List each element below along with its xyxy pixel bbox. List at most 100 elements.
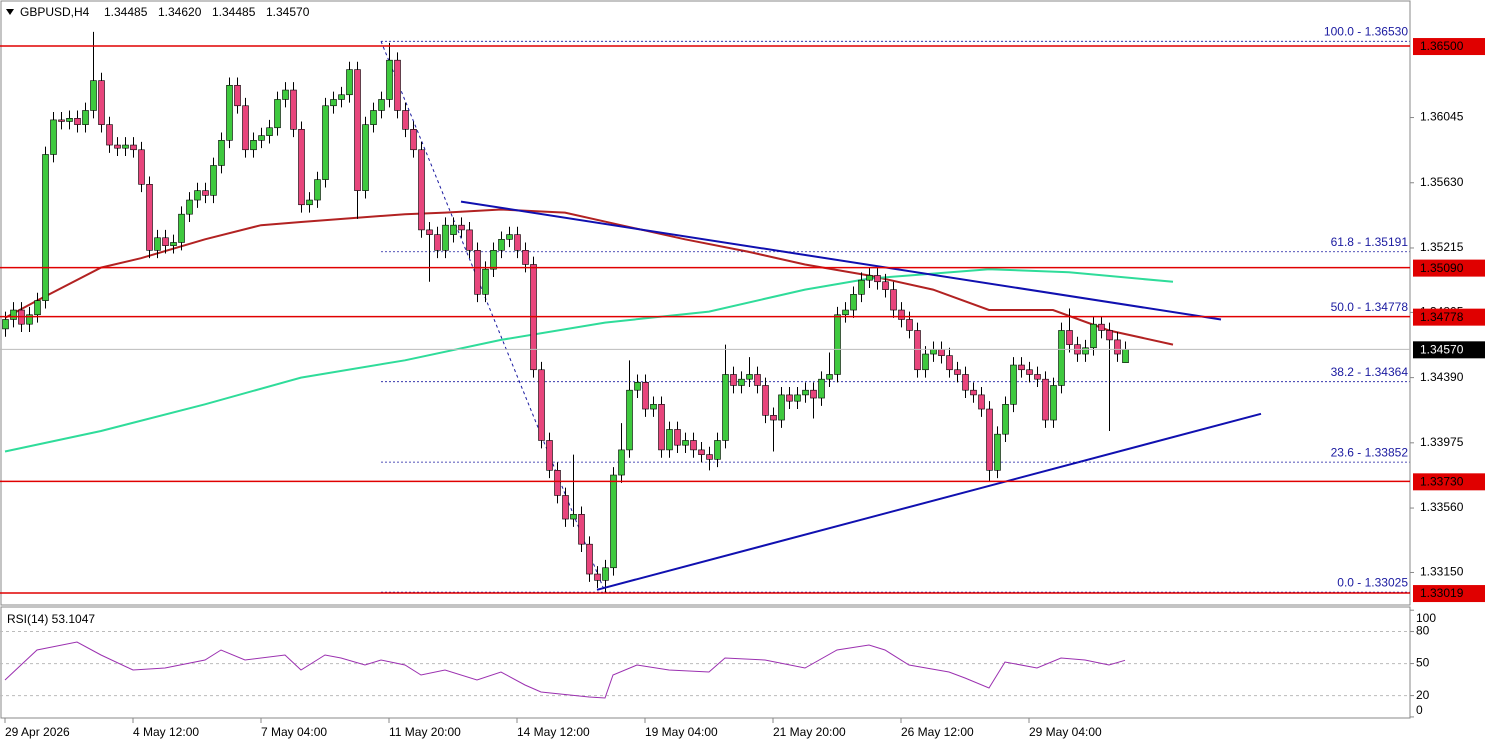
candle-body — [730, 374, 737, 386]
level-label: 1.36500 — [1420, 39, 1464, 53]
candle-body — [874, 275, 881, 283]
candle-body — [802, 389, 809, 396]
x-tick-label: 14 May 12:00 — [517, 725, 590, 739]
candle-body — [634, 382, 641, 391]
candle-body — [250, 140, 257, 151]
candle-body — [170, 242, 177, 246]
fib-label: 61.8 - 1.35191 — [1331, 235, 1409, 249]
candle-body — [706, 454, 713, 460]
candle-body — [386, 59, 393, 100]
candle-body — [90, 80, 97, 111]
candle-body — [266, 127, 273, 136]
candle-body — [714, 440, 721, 460]
candle-body — [1026, 369, 1033, 375]
candle-body — [218, 140, 225, 166]
candle-body — [650, 404, 657, 410]
candle-body — [210, 165, 217, 196]
candle-body — [330, 99, 337, 107]
rsi-title: RSI(14) 53.1047 — [7, 612, 95, 626]
candle-body — [794, 394, 801, 402]
collapse-triangle[interactable] — [6, 9, 14, 15]
x-tick-label: 11 May 20:00 — [389, 725, 461, 739]
candle-body — [66, 118, 73, 122]
candle-body — [474, 250, 481, 295]
candle-body — [594, 573, 601, 581]
trendline — [596, 412, 1262, 591]
y-tick-label: 1.33150 — [1420, 565, 1464, 579]
candle-body — [970, 389, 977, 396]
y-tick-label: 1.33560 — [1420, 500, 1464, 514]
candle-body — [410, 129, 417, 151]
candle-body — [1058, 330, 1065, 386]
candle-body — [946, 355, 953, 371]
candle-body — [690, 440, 697, 451]
x-tick-label: 7 May 04:00 — [261, 725, 327, 739]
level-box — [1413, 585, 1485, 603]
candle-body — [26, 314, 33, 325]
rsi-tick-label: 50 — [1416, 656, 1430, 670]
candle-body — [930, 349, 937, 355]
candle-body — [2, 319, 9, 330]
fib-label: 38.2 - 1.34364 — [1331, 365, 1409, 379]
current-price-box — [1413, 341, 1485, 359]
last-close: 1.34570 — [266, 5, 310, 19]
rsi-tick-label: 20 — [1416, 688, 1430, 702]
candle-body — [426, 229, 433, 235]
candle-body — [482, 268, 489, 295]
candle-body — [42, 154, 49, 301]
candle-body — [50, 119, 57, 155]
candle-body — [562, 495, 569, 520]
candle-body — [786, 394, 793, 402]
candle-body — [186, 199, 193, 215]
last-low: 1.34485 — [212, 5, 256, 19]
price-panel-frame — [0, 0, 1411, 606]
candle-body — [258, 135, 265, 141]
candle-body — [666, 429, 673, 451]
y-tick-label: 1.34390 — [1420, 370, 1464, 384]
candle-body — [538, 369, 545, 441]
candle-body — [682, 440, 689, 446]
x-tick-label: 26 May 12:00 — [901, 725, 974, 739]
candle-body — [338, 94, 345, 100]
candle-body — [98, 80, 105, 125]
candle-body — [138, 149, 145, 185]
candle-body — [890, 289, 897, 311]
candle-body — [810, 389, 817, 399]
level-box — [1413, 308, 1485, 326]
candle-body — [546, 440, 553, 471]
candle-body — [698, 449, 705, 455]
candle-body — [986, 408, 993, 471]
candle-body — [242, 105, 249, 151]
candle-body — [1018, 364, 1025, 371]
candle-body — [554, 470, 561, 496]
candle-body — [826, 374, 833, 380]
candle-body — [1114, 339, 1121, 355]
candle-body — [994, 433, 1001, 471]
candle-body — [226, 85, 233, 141]
fib-label: 0.0 - 1.33025 — [1337, 575, 1408, 589]
x-tick-label: 29 May 04:00 — [1029, 725, 1102, 739]
candle-body — [610, 474, 617, 569]
candle-body — [762, 385, 769, 416]
candle-body — [306, 199, 313, 206]
candle-body — [34, 300, 41, 316]
x-tick-label: 29 Apr 2026 — [5, 725, 70, 739]
candle-body — [906, 319, 913, 331]
candle-body — [1122, 349, 1129, 363]
candle-body — [866, 275, 873, 281]
candle-body — [674, 429, 681, 446]
candle-body — [898, 309, 905, 320]
candle-body — [738, 378, 745, 386]
candle-body — [1034, 374, 1041, 380]
candle-body — [514, 234, 521, 251]
fib-label: 100.0 - 1.36530 — [1324, 25, 1408, 39]
candle-body — [178, 213, 185, 243]
trendline — [460, 200, 1222, 321]
candle-body — [1066, 330, 1073, 345]
rsi-tick-label: 100 — [1416, 611, 1436, 625]
x-tick-label: 19 May 04:00 — [645, 725, 718, 739]
candle-body — [418, 149, 425, 231]
candle-body — [602, 567, 609, 581]
